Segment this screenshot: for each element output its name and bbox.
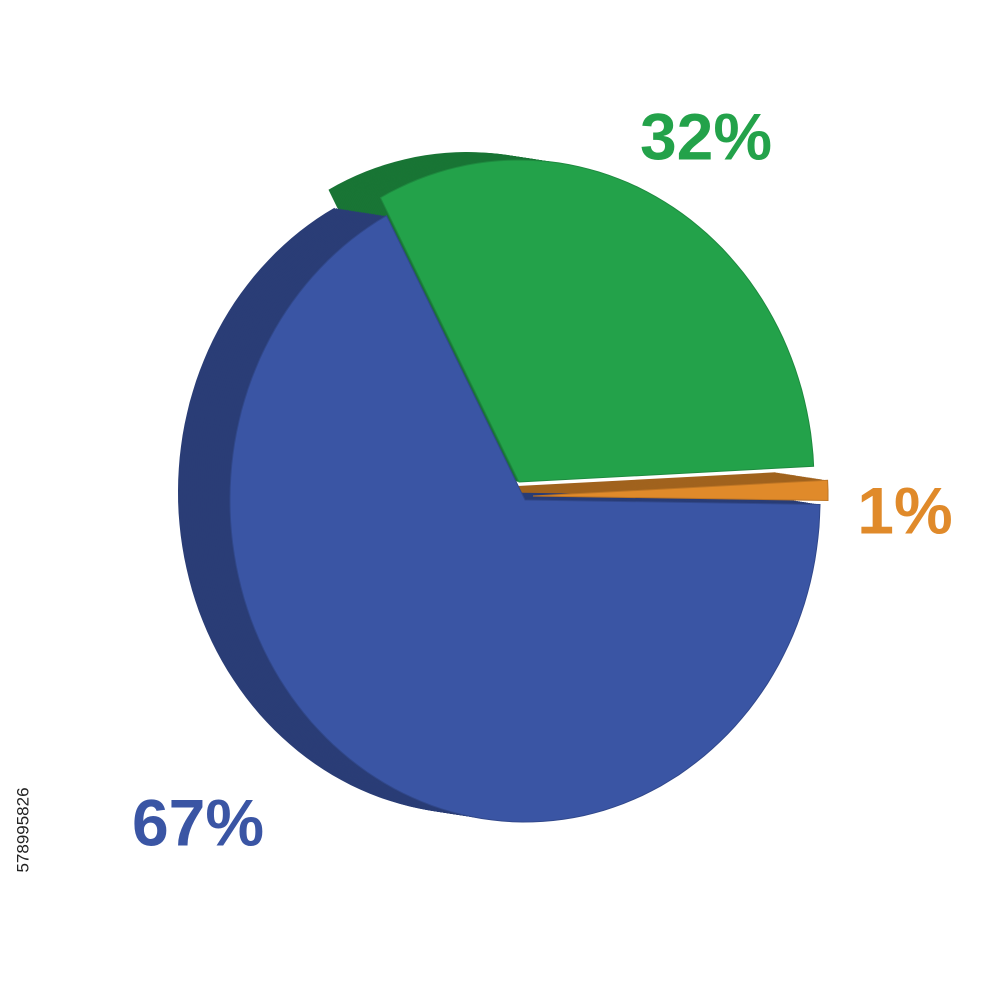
slice: [532, 479, 829, 502]
value-label: 32%: [640, 99, 772, 173]
slice: [379, 159, 815, 483]
value-label: 1%: [857, 473, 952, 547]
value-label: 67%: [132, 785, 264, 859]
slice: [229, 214, 821, 823]
stock-id: 578995826: [13, 787, 32, 872]
